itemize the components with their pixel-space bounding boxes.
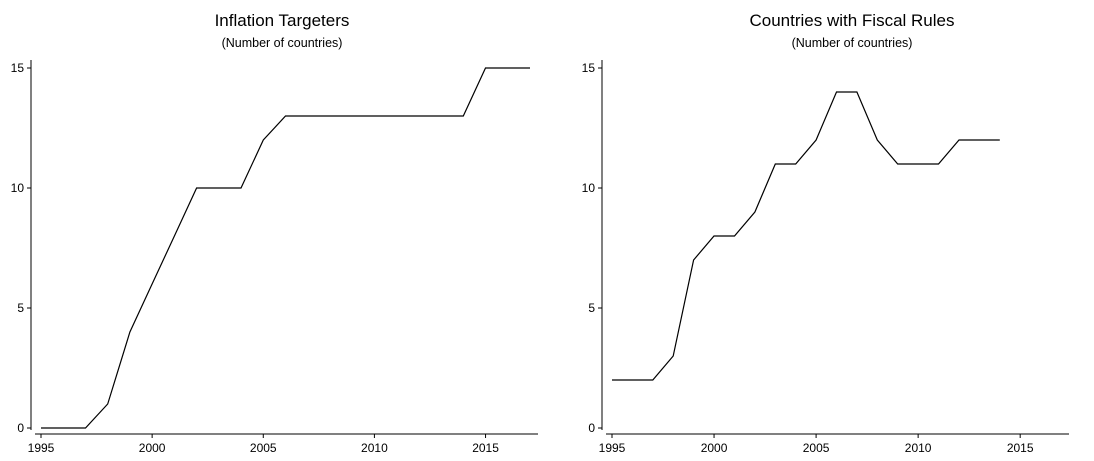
series-line bbox=[41, 67, 530, 429]
y-tick-label: 15 bbox=[582, 61, 596, 75]
chart-subtitle: (Number of countries) bbox=[222, 36, 343, 50]
chart-title: Countries with Fiscal Rules bbox=[749, 11, 954, 30]
y-tick-label: 0 bbox=[588, 421, 595, 435]
x-tick-label: 2010 bbox=[905, 441, 932, 455]
y-tick-label: 5 bbox=[588, 301, 595, 315]
chart-panel-2: Countries with Fiscal Rules (Number of co… bbox=[582, 11, 1069, 455]
x-tick-label: 2010 bbox=[361, 441, 388, 455]
x-tick-label: 2000 bbox=[701, 441, 728, 455]
x-tick-label: 2005 bbox=[250, 441, 277, 455]
x-tick-label: 1995 bbox=[599, 441, 626, 455]
x-tick-label: 2015 bbox=[1007, 441, 1034, 455]
chart-panel-1: Inflation Targeters (Number of countries)… bbox=[11, 11, 538, 455]
y-tick-label: 15 bbox=[11, 61, 25, 75]
y-tick-label: 0 bbox=[17, 421, 24, 435]
chart-subtitle: (Number of countries) bbox=[792, 36, 913, 50]
x-tick-label: 2015 bbox=[472, 441, 499, 455]
y-tick-label: 10 bbox=[582, 181, 596, 195]
chart-title: Inflation Targeters bbox=[215, 11, 350, 30]
y-tick-label: 5 bbox=[17, 301, 24, 315]
y-tick-label: 10 bbox=[11, 181, 25, 195]
x-tick-label: 1995 bbox=[28, 441, 55, 455]
x-tick-label: 2005 bbox=[803, 441, 830, 455]
x-tick-label: 2000 bbox=[139, 441, 166, 455]
series-line bbox=[612, 91, 1000, 381]
